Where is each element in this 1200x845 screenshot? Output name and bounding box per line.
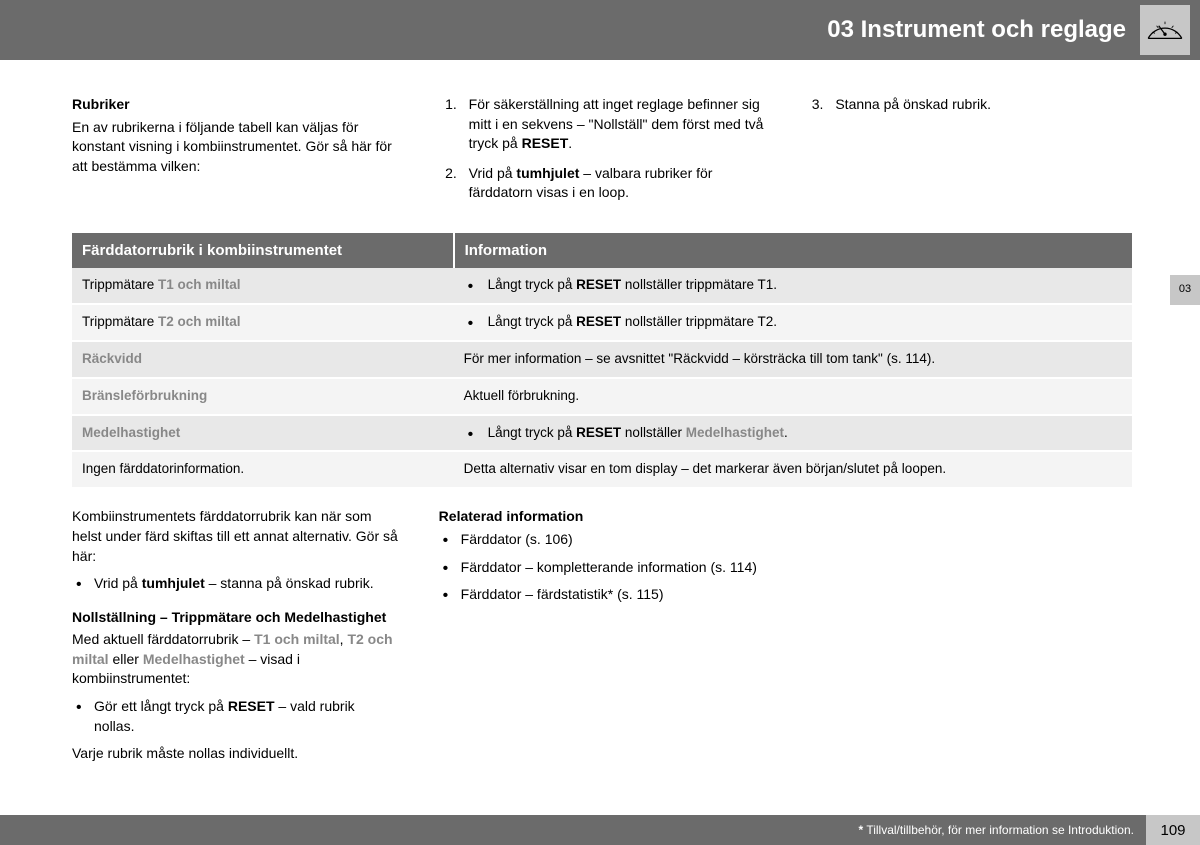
page-number: 109	[1146, 815, 1200, 845]
steps-list-b: Stanna på önskad rubrik.	[805, 95, 1132, 115]
page-title: 03 Instrument och reglage	[827, 13, 1126, 47]
lower-col-1: Kombiinstrumentets färddatorrubrik kan n…	[72, 507, 399, 772]
shift-bullets: Vrid på tumhjulet – stanna på önskad rub…	[72, 574, 399, 594]
table-row: Ingen färddatorinformation. Detta altern…	[72, 451, 1132, 488]
lower-columns: Kombiinstrumentets färddatorrubrik kan n…	[72, 507, 1132, 772]
step-2: Vrid på tumhjulet – valbara rubriker för…	[461, 164, 766, 203]
footer-bar: * Tillval/tillbehör, för mer information…	[0, 815, 1200, 845]
lower-col-2: Relaterad information Färddator (s. 106)…	[439, 507, 766, 772]
reset-heading: Nollställning – Trippmätare och Medelhas…	[72, 608, 399, 628]
list-item: Vrid på tumhjulet – stanna på önskad rub…	[72, 574, 399, 594]
intro-col-2: För säkerställning att inget reglage bef…	[439, 95, 766, 213]
table-row: Bränsleförbrukning Aktuell förbrukning.	[72, 378, 1132, 415]
lower-col-3	[805, 507, 1132, 772]
rubriker-heading: Rubriker	[72, 95, 399, 115]
table-row: Medelhastighet Långt tryck på RESET noll…	[72, 415, 1132, 452]
reset-bullets: Gör ett långt tryck på RESET – vald rubr…	[72, 697, 399, 736]
table-header-1: Färddatorrubrik i kombiinstrumentet	[72, 233, 454, 268]
related-list: Färddator (s. 106) Färddator – komplette…	[439, 530, 766, 605]
related-link[interactable]: Färddator – kompletterande information (…	[439, 558, 766, 578]
gauge-icon	[1140, 5, 1190, 55]
intro-columns: Rubriker En av rubrikerna i följande tab…	[72, 95, 1132, 213]
shift-text: Kombiinstrumentets färddatorrubrik kan n…	[72, 507, 399, 566]
table-header-2: Information	[454, 233, 1132, 268]
table-row: Trippmätare T2 och miltal Långt tryck på…	[72, 304, 1132, 341]
content-area: Rubriker En av rubrikerna i följande tab…	[72, 95, 1132, 772]
steps-list-a: För säkerställning att inget reglage bef…	[439, 95, 766, 203]
reset-note: Varje rubrik måste nollas individuellt.	[72, 744, 399, 764]
table-row: Trippmätare T1 och miltal Långt tryck på…	[72, 268, 1132, 304]
intro-col-1: Rubriker En av rubrikerna i följande tab…	[72, 95, 399, 213]
related-heading: Relaterad information	[439, 507, 766, 527]
rubriker-text: En av rubrikerna i följande tabell kan v…	[72, 118, 399, 177]
header-bar: 03 Instrument och reglage	[0, 0, 1200, 60]
footnote: * Tillval/tillbehör, för mer information…	[859, 822, 1134, 839]
step-1: För säkerställning att inget reglage bef…	[461, 95, 766, 154]
list-item: Gör ett långt tryck på RESET – vald rubr…	[72, 697, 399, 736]
chapter-tab: 03	[1170, 275, 1200, 305]
related-link[interactable]: Färddator (s. 106)	[439, 530, 766, 550]
step-3: Stanna på önskad rubrik.	[827, 95, 1132, 115]
related-link[interactable]: Färddator – färdstatistik* (s. 115)	[439, 585, 766, 605]
headings-table: Färddatorrubrik i kombiinstrumentet Info…	[72, 233, 1132, 489]
table-row: Räckvidd För mer information – se avsnit…	[72, 341, 1132, 378]
intro-col-3: Stanna på önskad rubrik.	[805, 95, 1132, 213]
reset-text: Med aktuell färddatorrubrik – T1 och mil…	[72, 630, 399, 689]
